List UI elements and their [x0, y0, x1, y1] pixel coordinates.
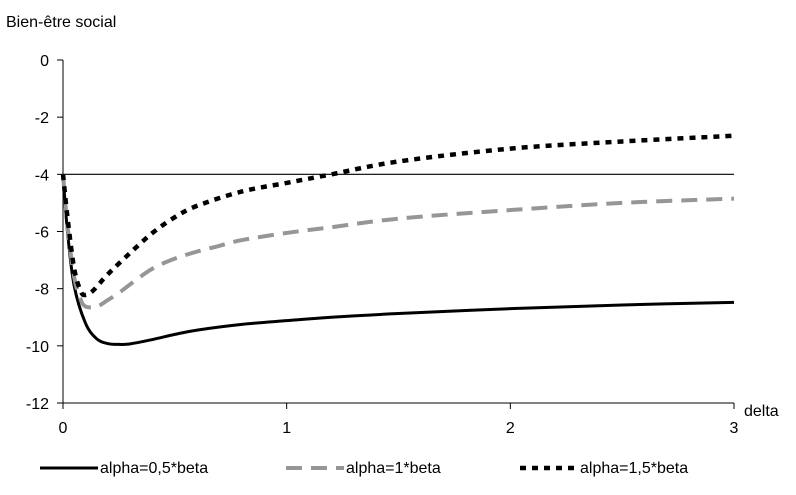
series-line-3	[60, 133, 735, 298]
y-tick-label: -4	[35, 167, 49, 184]
y-tick-label: -12	[26, 396, 49, 413]
legend-label-3: alpha=1,5*beta	[580, 460, 688, 477]
x-tick-label: 3	[730, 420, 739, 437]
y-axis-title: Bien-être social	[6, 14, 116, 31]
x-axis-title: delta	[744, 403, 779, 420]
series-line-1	[61, 174, 735, 346]
plot-area: 0 -2 -4 -6 -8 -10 -12 0 1 2 3	[26, 53, 739, 437]
legend: alpha=0,5*beta alpha=1*beta alpha=1,5*beta	[40, 460, 688, 477]
series-line-2	[61, 174, 735, 310]
y-tick-label: -10	[26, 339, 49, 356]
y-tick-label: -6	[35, 225, 49, 242]
legend-label-1: alpha=0,5*beta	[100, 460, 208, 477]
y-tick-label: -2	[35, 110, 49, 127]
x-tick-label: 0	[59, 420, 68, 437]
x-tick-label: 2	[506, 420, 515, 437]
y-tick-label: -8	[35, 282, 49, 299]
legend-label-2: alpha=1*beta	[346, 460, 441, 477]
y-tick-label: 0	[40, 53, 49, 70]
x-tick-label: 1	[282, 420, 291, 437]
